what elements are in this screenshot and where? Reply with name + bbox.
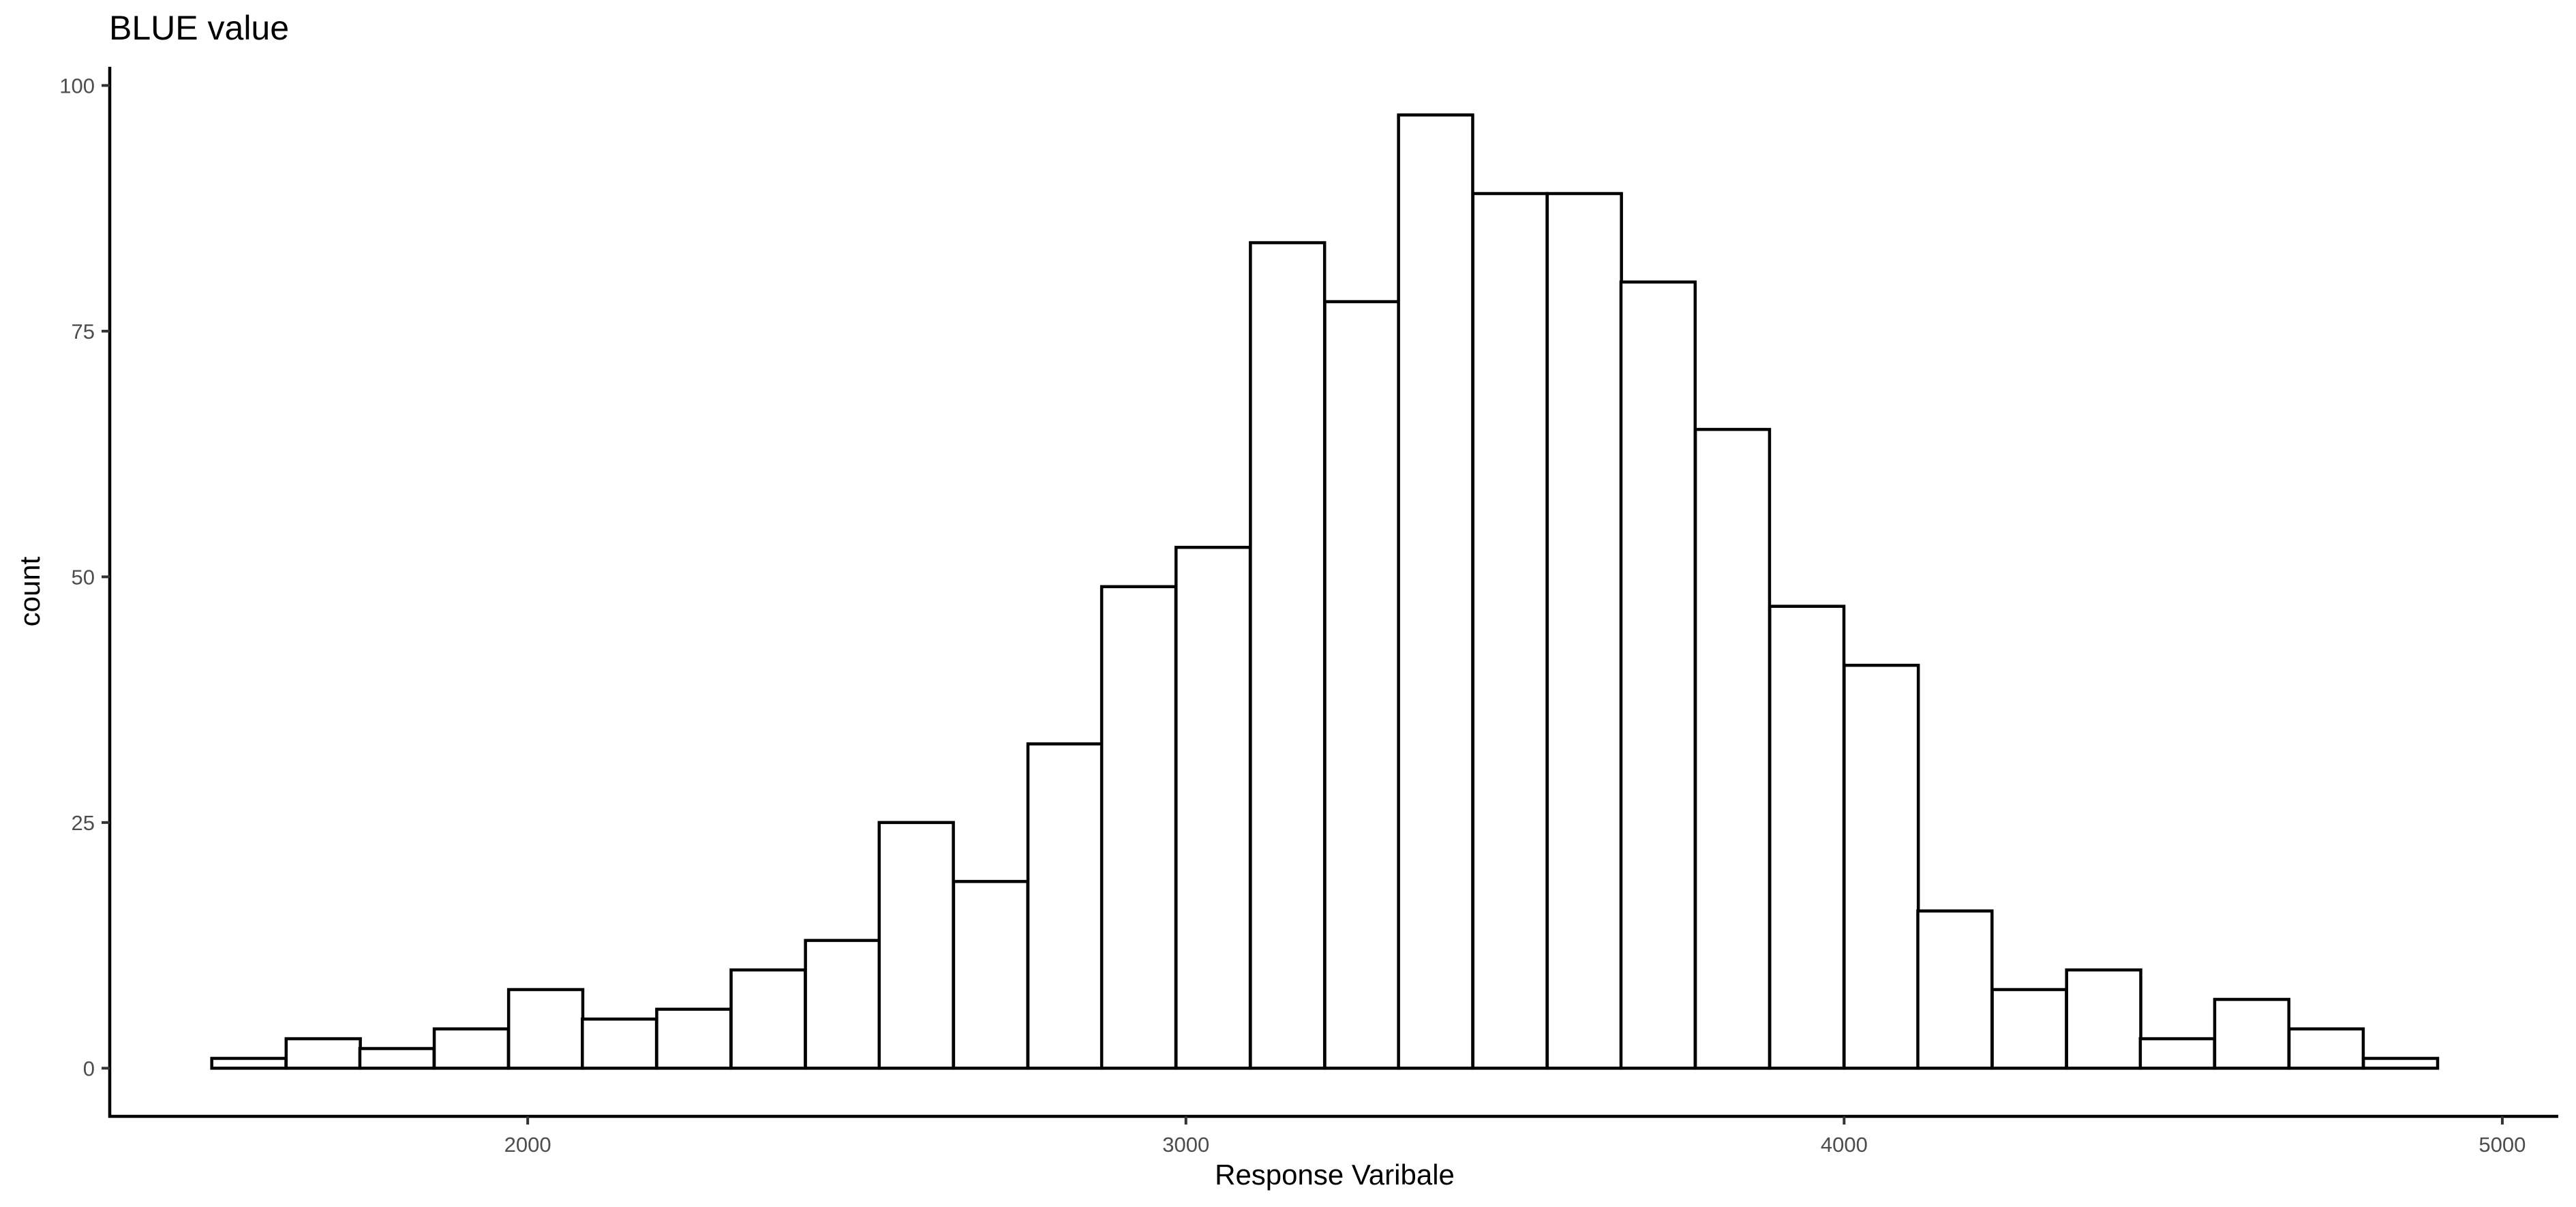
- y-tick-label: 50: [72, 565, 95, 589]
- histogram-bar: [358, 1047, 436, 1070]
- histogram-bar: [1916, 909, 1994, 1070]
- histogram-bar: [1545, 192, 1623, 1070]
- histogram-bar: [2213, 998, 2291, 1070]
- histogram-bar: [581, 1018, 658, 1070]
- x-axis-ticks: 2000 3000 4000 5000: [504, 1116, 2526, 1157]
- histogram-bar: [1990, 988, 2068, 1070]
- histogram-bar: [804, 938, 881, 1070]
- histogram-bar: [2361, 1056, 2440, 1070]
- histogram-bar: [1768, 605, 1846, 1070]
- histogram-bar: [1397, 113, 1474, 1070]
- bars-layer: [210, 113, 2440, 1070]
- histogram-bar: [1175, 545, 1252, 1070]
- histogram-bar: [284, 1037, 362, 1070]
- histogram-bar: [2287, 1027, 2365, 1070]
- y-tick-label: 100: [59, 74, 95, 97]
- x-axis-title: Response Varibale: [1215, 1159, 1455, 1191]
- y-tick-label: 75: [72, 320, 95, 343]
- histogram-bar: [1249, 241, 1327, 1070]
- histogram-bar: [952, 880, 1029, 1070]
- histogram-bar: [1471, 192, 1549, 1070]
- x-tick-label: 3000: [1162, 1133, 1209, 1157]
- y-tick-label: 25: [72, 811, 95, 835]
- histogram-bar: [877, 821, 955, 1070]
- histogram-bar: [210, 1056, 288, 1070]
- y-tick-label: 0: [83, 1056, 95, 1080]
- histogram-bar: [729, 968, 807, 1070]
- y-axis-ticks: 0 25 50 75 100: [59, 74, 110, 1080]
- histogram-bar: [2065, 968, 2142, 1070]
- chart-title: BLUE value: [109, 9, 289, 47]
- histogram-bar: [506, 988, 585, 1070]
- histogram-bar: [1323, 300, 1401, 1070]
- histogram-bar: [655, 1007, 733, 1070]
- histogram-bar: [1619, 280, 1697, 1070]
- histogram-bar: [1843, 663, 1920, 1070]
- x-tick-label: 5000: [2479, 1133, 2526, 1157]
- y-axis-title: count: [14, 556, 46, 626]
- histogram-bar: [1026, 742, 1104, 1070]
- histogram-bar: [2138, 1037, 2216, 1070]
- histogram-bar: [1100, 585, 1178, 1070]
- histogram-bar: [1693, 427, 1772, 1070]
- x-tick-label: 2000: [504, 1133, 551, 1157]
- histogram-bar: [432, 1027, 511, 1070]
- x-tick-label: 4000: [1821, 1133, 1868, 1157]
